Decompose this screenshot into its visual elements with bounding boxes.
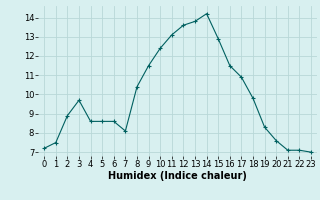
X-axis label: Humidex (Indice chaleur): Humidex (Indice chaleur): [108, 171, 247, 181]
